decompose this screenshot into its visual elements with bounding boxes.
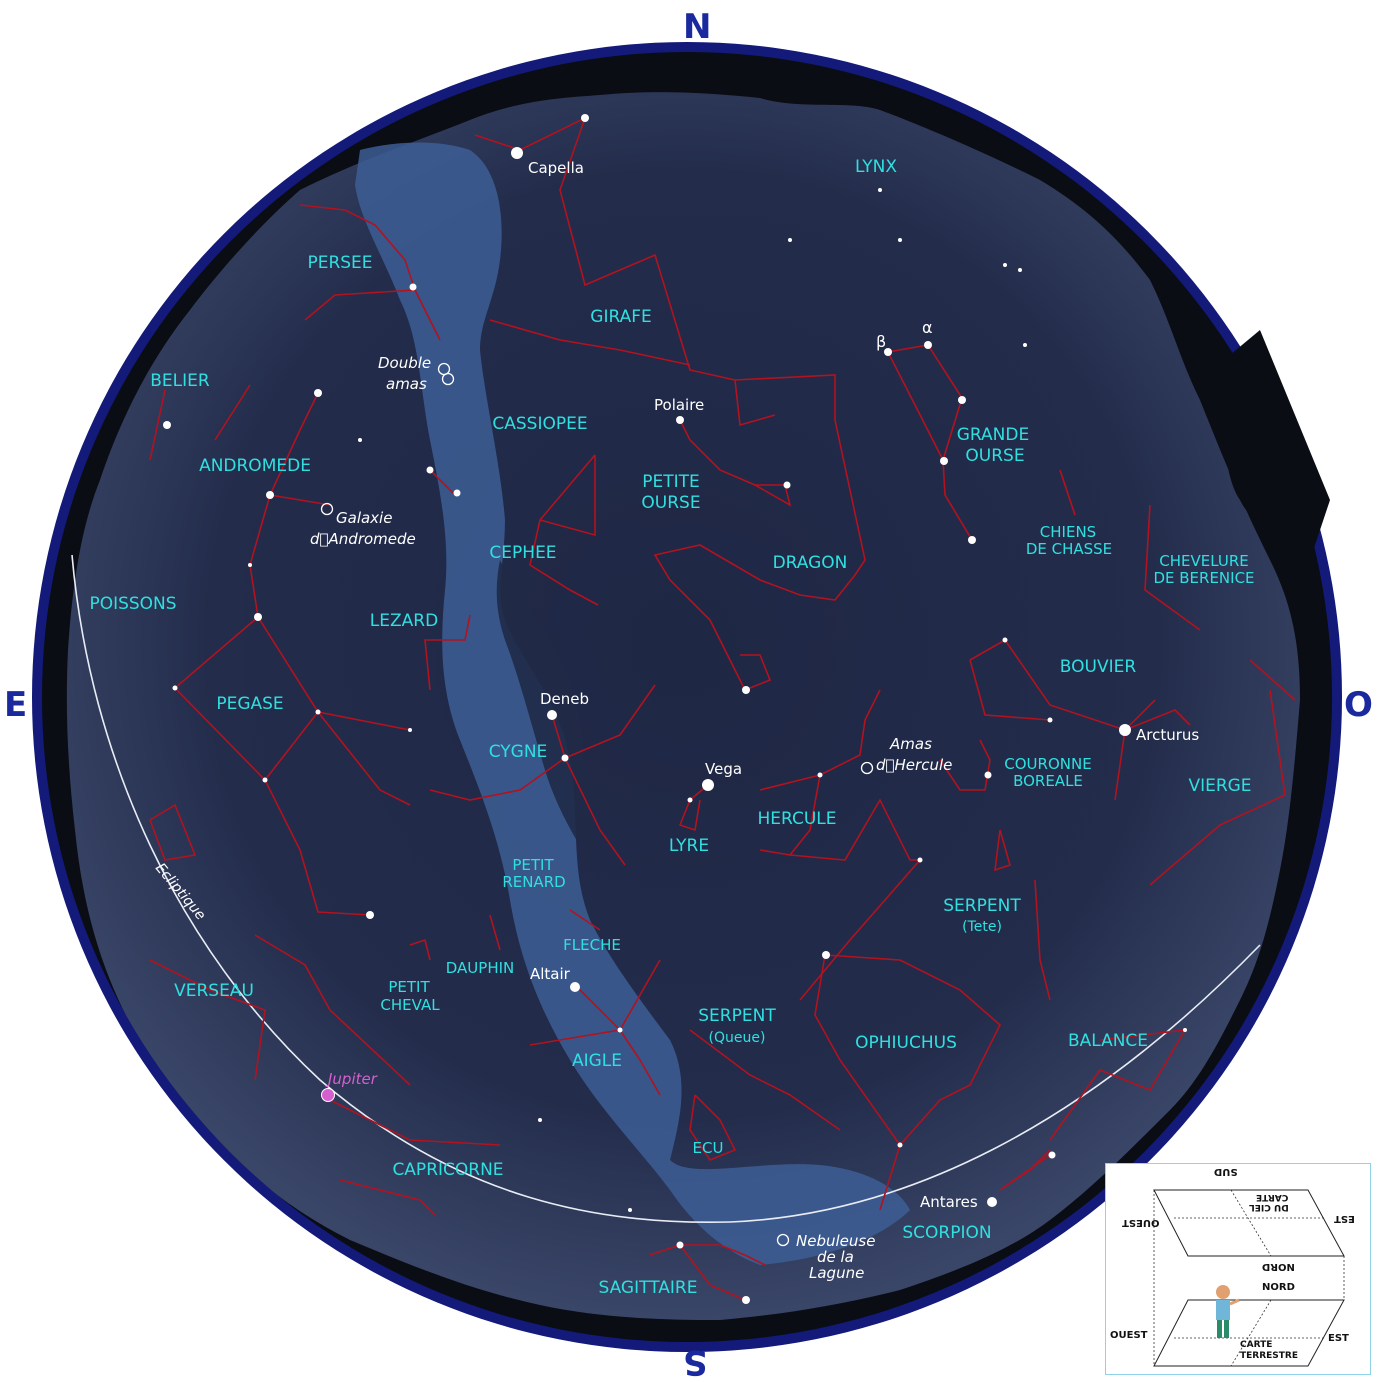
legend-est-top: EST	[1334, 1213, 1355, 1224]
label-poissons: POISSONS	[89, 594, 176, 614]
cardinal-north: N	[683, 7, 712, 47]
label-boreale: BOREALE	[1013, 772, 1083, 790]
ecliptic-line	[71, 554, 1261, 1224]
ground-silhouette-right	[1200, 330, 1330, 560]
sky-area	[66, 92, 1301, 1320]
label-persee: PERSEE	[307, 253, 372, 273]
label-dauphin: DAUPHIN	[446, 959, 515, 977]
cardinal-west: O	[1344, 685, 1373, 725]
label-couronne: COURONNE	[1004, 755, 1091, 773]
legend-sud: SUD	[1214, 1166, 1238, 1177]
orientation-legend: SUD CARTE DU CIEL OUEST EST NORD NORD OU…	[1105, 1163, 1371, 1375]
legend-nord-top: NORD	[1262, 1261, 1295, 1272]
legend-ouest-bottom: OUEST	[1110, 1330, 1148, 1341]
label-beta: β	[876, 332, 886, 351]
label-sagittaire: SAGITTAIRE	[599, 1278, 698, 1298]
label-andromede: ANDROMEDE	[199, 456, 311, 476]
label-alpha: α	[922, 318, 933, 337]
cardinal-south: S	[683, 1342, 708, 1382]
legend-carte-terre-2: TERRESTRE	[1240, 1351, 1298, 1361]
legend-observer	[1216, 1285, 1240, 1338]
label-fleche: FLECHE	[563, 936, 621, 954]
label-tete: (Tete)	[962, 919, 1002, 935]
label-nebuleuse: Nebuleuse	[796, 1232, 875, 1250]
label-de-la: de la	[817, 1248, 854, 1266]
legend-carte-ciel-2: DU CIEL	[1249, 1202, 1289, 1212]
label-petit-cheval-1: PETIT	[388, 978, 430, 996]
label-deneb: Deneb	[540, 690, 589, 708]
label-vega: Vega	[705, 760, 742, 778]
label-scorpion: SCORPION	[902, 1223, 991, 1243]
label-lezard: LEZARD	[370, 611, 438, 631]
label-balance: BALANCE	[1068, 1031, 1148, 1051]
legend-ouest-top: OUEST	[1122, 1217, 1160, 1228]
label-cassiopee: CASSIOPEE	[492, 414, 587, 434]
label-galaxie: Galaxie	[336, 509, 392, 527]
stars	[163, 114, 1187, 1304]
label-capricorne: CAPRICORNE	[392, 1160, 503, 1180]
label-hercule: HERCULE	[757, 809, 836, 829]
constellation-lines	[149, 116, 1296, 1301]
label-petit-renard-2: RENARD	[502, 873, 565, 891]
label-lyre: LYRE	[669, 836, 709, 856]
legend-carte-terre-1: CARTE	[1240, 1340, 1273, 1350]
star-labels: Capella Polaire Deneb Vega Arcturus Alta…	[152, 159, 1199, 1282]
label-ophiuchus: OPHIUCHUS	[855, 1033, 957, 1053]
label-capella: Capella	[528, 159, 584, 177]
label-dhercule: d Hercule	[876, 756, 952, 774]
label-petite: PETITE	[642, 472, 700, 492]
label-ourse-petite: OURSE	[641, 493, 700, 513]
label-ecu: ECU	[693, 1139, 724, 1157]
legend-diagram	[1153, 1189, 1345, 1367]
label-petit-cheval-2: CHEVAL	[380, 996, 440, 1014]
label-pegase: PEGASE	[216, 694, 283, 714]
legend-est-bottom: EST	[1328, 1333, 1349, 1344]
label-polaire: Polaire	[654, 396, 704, 414]
label-jupiter: Jupiter	[325, 1070, 378, 1088]
cardinal-east: E	[4, 685, 28, 725]
label-double: Double	[378, 354, 431, 372]
legend-nord-bottom: NORD	[1262, 1282, 1295, 1293]
label-amas-hercule: Amas	[889, 735, 932, 753]
label-vierge: VIERGE	[1188, 776, 1251, 796]
label-arcturus: Arcturus	[1136, 726, 1199, 744]
label-chevelure: CHEVELURE	[1159, 552, 1248, 570]
jupiter-marker	[321, 1088, 335, 1102]
milky-way	[355, 142, 910, 1265]
constellation-labels: PERSEE GIRAFE LYNX BELIER CASSIOPEE GRAN…	[89, 157, 1254, 1298]
deep-sky-objects	[320, 362, 874, 1247]
label-de-berenice: DE BERENICE	[1153, 569, 1254, 587]
label-dragon: DRAGON	[773, 553, 848, 573]
label-dandromede: d Andromede	[310, 530, 416, 548]
label-antares: Antares	[920, 1193, 978, 1211]
label-altair: Altair	[530, 965, 571, 983]
label-chiens: CHIENS	[1040, 523, 1096, 541]
label-lagune: Lagune	[809, 1264, 864, 1282]
label-amas: amas	[386, 375, 427, 393]
label-cygne: CYGNE	[489, 742, 548, 762]
label-petit-renard-1: PETIT	[512, 856, 554, 874]
label-verseau: VERSEAU	[174, 981, 254, 1001]
label-belier: BELIER	[150, 371, 210, 391]
label-bouvier: BOUVIER	[1060, 657, 1137, 677]
label-serpent-queue: SERPENT	[698, 1006, 776, 1026]
legend-carte-ciel-1: CARTE	[1256, 1192, 1289, 1202]
label-aigle: AIGLE	[572, 1051, 622, 1071]
milky-way-rift	[496, 560, 600, 880]
label-lynx: LYNX	[855, 157, 897, 177]
label-queue: (Queue)	[709, 1030, 766, 1046]
label-ourse-grande: OURSE	[965, 446, 1024, 466]
label-grande: GRANDE	[957, 425, 1029, 445]
label-de-chasse: DE CHASSE	[1026, 540, 1112, 558]
label-cephee: CEPHEE	[489, 543, 556, 563]
label-girafe: GIRAFE	[590, 307, 651, 327]
label-serpent-tete: SERPENT	[943, 896, 1021, 916]
